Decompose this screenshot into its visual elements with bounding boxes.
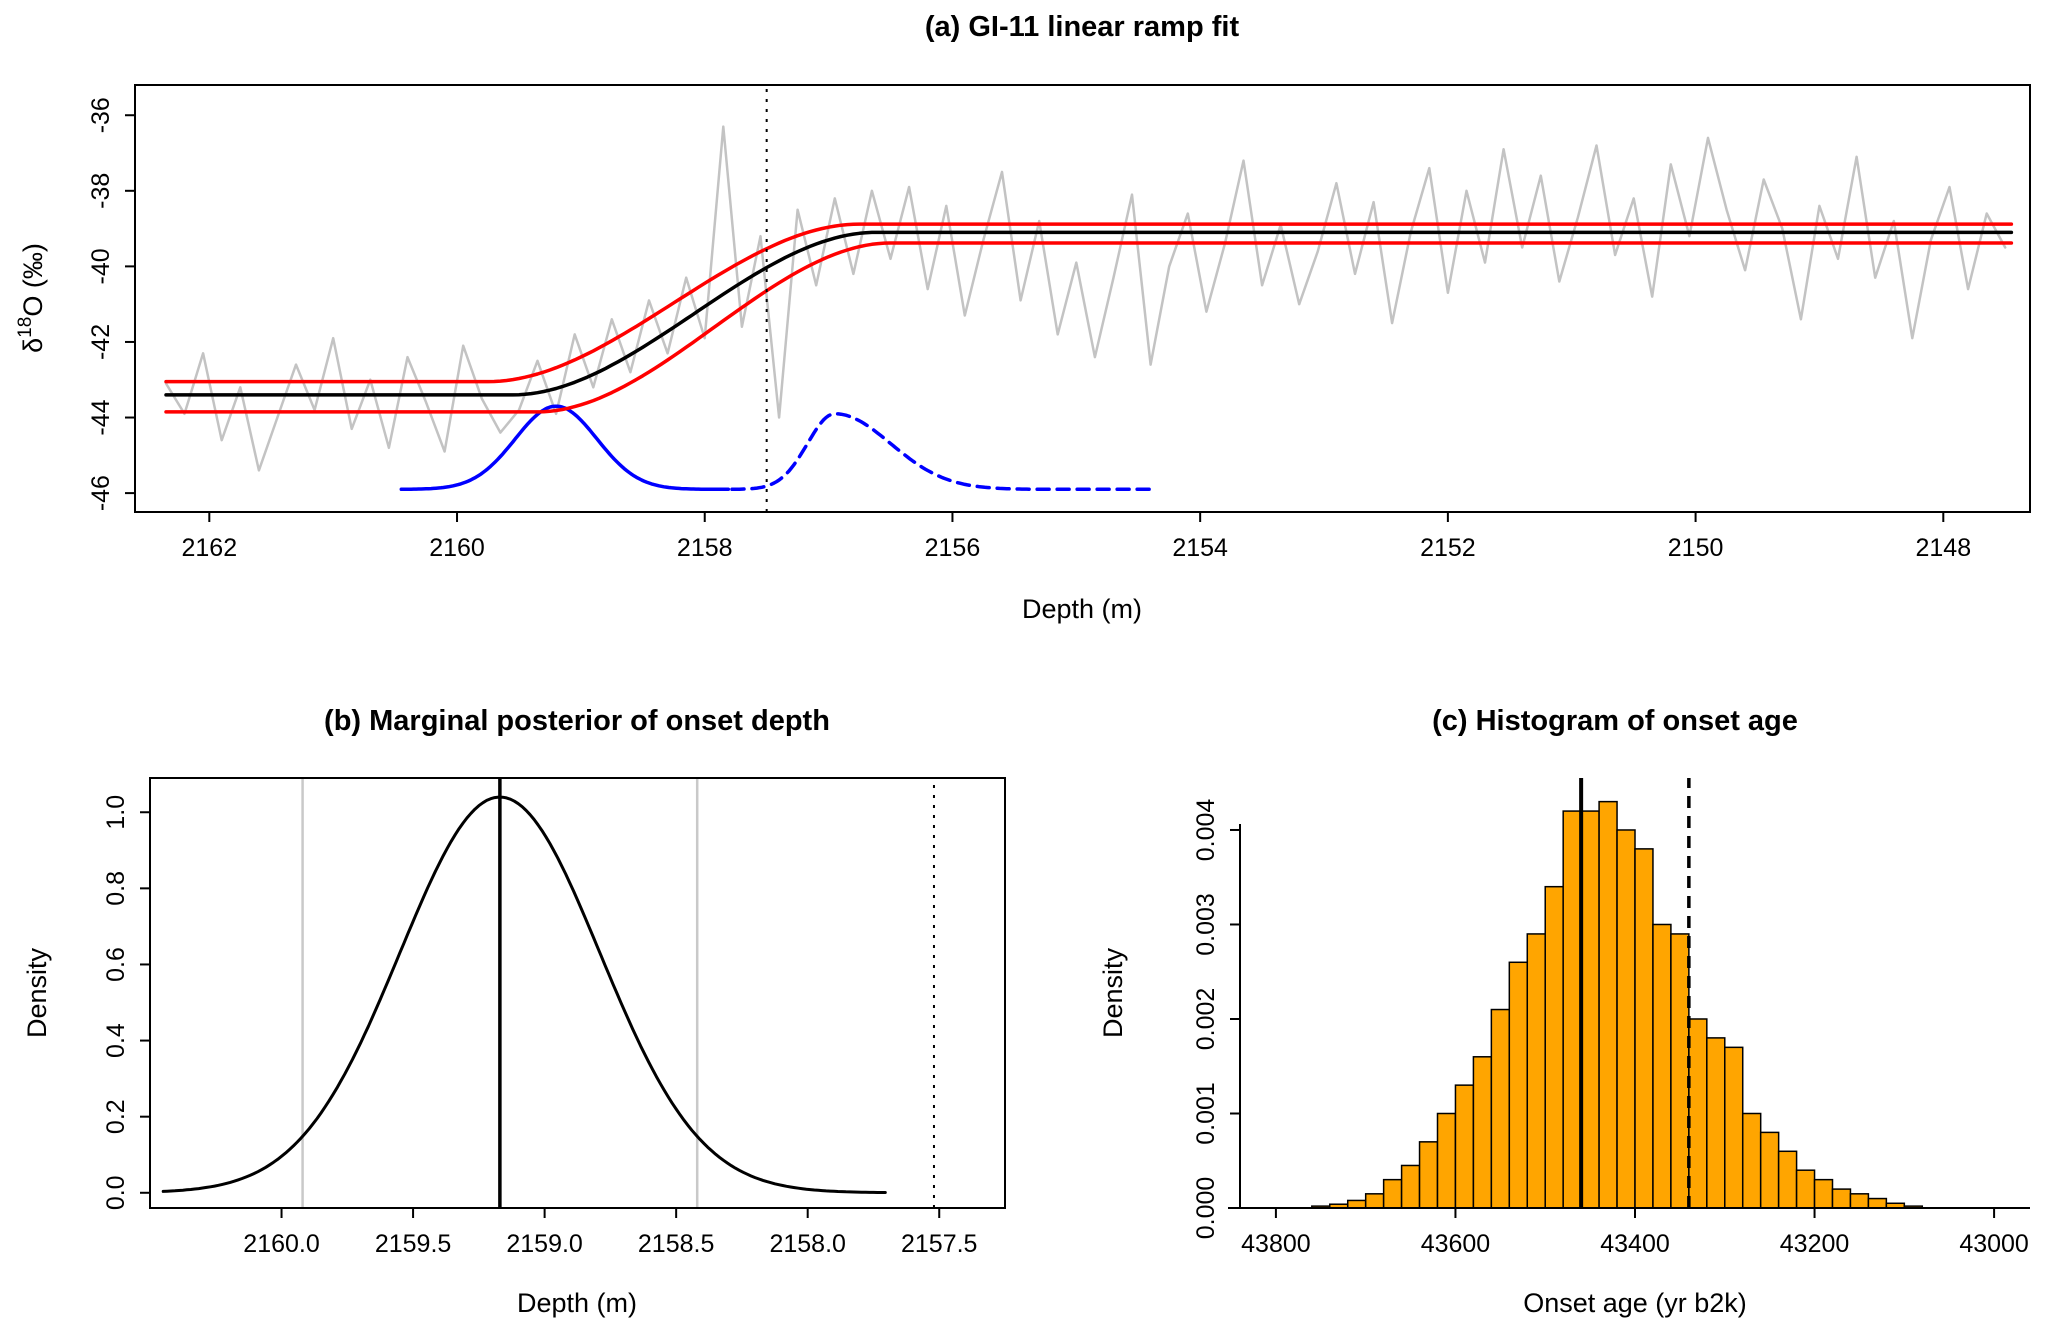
ci-upper-line <box>164 222 2014 384</box>
x-tick-label: 2159.5 <box>375 1230 451 1258</box>
panel-a-ramp-fit-chart: (a) GI-11 linear ramp fit Depth (m) δ18O… <box>15 11 2031 624</box>
histogram-bar <box>1562 810 1582 1209</box>
x-tick-label: 43600 <box>1421 1230 1491 1258</box>
posterior-density-curve <box>161 795 887 1194</box>
histogram-bar <box>1436 1112 1457 1209</box>
panel-b-title: (b) Marginal posterior of onset depth <box>324 705 830 737</box>
histogram-bar <box>1670 933 1690 1209</box>
histogram-bar <box>1634 848 1654 1209</box>
y-tick-label: -40 <box>87 248 115 284</box>
x-tick-label: 2157.5 <box>901 1230 977 1258</box>
x-tick-label: 2154 <box>1172 534 1228 562</box>
panel-b-plot-area: 2160.0 2159.5 2159.0 2158.5 2158.0 2157.5 0.0 0… <box>102 777 1006 1258</box>
y-tick-label: 0.2 <box>102 1099 130 1134</box>
y-tick-label: 0.000 <box>1192 1177 1220 1240</box>
y-tick-label: 0.0 <box>102 1175 130 1210</box>
plot-box <box>149 777 1006 1209</box>
end-depth-density-curve <box>730 412 1158 492</box>
histogram-bar <box>1418 1141 1439 1209</box>
panel-c-ylabel: Density <box>1098 947 1128 1038</box>
histogram-bar <box>1544 885 1564 1209</box>
y-tick-label: 0.4 <box>102 1023 130 1058</box>
histogram-bar <box>1454 1084 1475 1209</box>
histogram-bar <box>1364 1193 1385 1209</box>
panel-b-ylabel: Density <box>22 947 52 1038</box>
x-tick-label: 2152 <box>1420 534 1476 562</box>
x-tick-label: 43400 <box>1600 1230 1670 1258</box>
y-tick-label: 0.003 <box>1192 893 1220 956</box>
histogram-bar <box>1849 1193 1870 1209</box>
histogram-bar <box>1724 1046 1744 1209</box>
histogram-bar <box>1508 961 1529 1209</box>
panel-b-xlabel: Depth (m) <box>517 1288 637 1318</box>
ramp-mean-line <box>164 230 2014 397</box>
histogram-bar <box>1580 810 1600 1209</box>
panel-c-title: (c) Histogram of onset age <box>1432 705 1798 737</box>
y-tick-label: -44 <box>87 399 115 435</box>
x-tick-label: 2148 <box>1915 534 1971 562</box>
x-tick-label: 2160 <box>429 534 485 562</box>
x-tick-label: 2158 <box>677 534 733 562</box>
plot-box <box>134 84 2031 513</box>
histogram-bar <box>1652 923 1672 1209</box>
y-tick-label: 0.002 <box>1192 988 1220 1051</box>
histogram-bar <box>1490 1008 1511 1209</box>
y-tick-label: 0.8 <box>102 871 130 906</box>
histogram-bar <box>1346 1199 1367 1209</box>
histogram-bar <box>1616 829 1636 1209</box>
y-tick-label: 1.0 <box>102 795 130 830</box>
x-tick-label: 2158.0 <box>769 1230 845 1258</box>
y-tick-label: -46 <box>87 475 115 511</box>
x-tick-label: 43800 <box>1241 1230 1311 1258</box>
y-tick-label: 0.004 <box>1192 799 1220 862</box>
histogram-bar <box>1400 1164 1421 1209</box>
histogram-bar <box>1777 1150 1798 1209</box>
x-tick-label: 43200 <box>1780 1230 1850 1258</box>
histogram-bar <box>1759 1131 1780 1209</box>
x-tick-label: 2158.5 <box>638 1230 714 1258</box>
histogram-bar <box>1867 1197 1888 1209</box>
y-tick-label: 0.6 <box>102 947 130 982</box>
histogram-bar <box>1382 1178 1403 1209</box>
x-tick-label: 2160.0 <box>243 1230 319 1258</box>
panel-a-plot-area: 2162 2160 2158 2156 2154 2152 2150 2148 -36 -38 -4… <box>87 84 2031 562</box>
y-tick-label: -36 <box>87 97 115 133</box>
histogram-bar <box>1741 1112 1762 1209</box>
panel-c-xlabel: Onset age (yr b2k) <box>1523 1288 1747 1318</box>
y-tick-label: -42 <box>87 324 115 360</box>
panel-b-posterior-depth-chart: (b) Marginal posterior of onset depth De… <box>22 705 1006 1318</box>
x-tick-label: 2162 <box>182 534 238 562</box>
histogram-bar <box>1795 1169 1816 1209</box>
histogram-bar <box>1526 933 1546 1209</box>
y-tick-label: -38 <box>87 173 115 209</box>
histogram-bar <box>1831 1188 1852 1209</box>
panel-a-ylabel: δ18O (‰) <box>15 243 48 353</box>
histogram-bar <box>1688 1018 1708 1209</box>
x-tick-label: 43000 <box>1959 1230 2029 1258</box>
observed-series-line <box>164 125 2007 472</box>
x-tick-label: 2159.0 <box>506 1230 582 1258</box>
panel-c-onset-age-histogram: (c) Histogram of onset age Onset age (yr… <box>1098 705 2030 1318</box>
panel-c-plot-area: 43800 43600 43400 43200 43000 0.000 0.001 0.002… <box>1192 778 2030 1258</box>
panel-a-xlabel: Depth (m) <box>1022 594 1142 624</box>
histogram-bar <box>1472 1056 1493 1209</box>
histogram-bar <box>1706 1037 1726 1209</box>
x-tick-label: 2156 <box>925 534 981 562</box>
histogram-bar <box>1813 1178 1834 1209</box>
y-tick-label: 0.001 <box>1192 1082 1220 1145</box>
ci-lower-line <box>164 241 2014 414</box>
histogram-bar <box>1598 800 1618 1209</box>
x-tick-label: 2150 <box>1668 534 1724 562</box>
panel-a-title: (a) GI-11 linear ramp fit <box>925 11 1240 43</box>
